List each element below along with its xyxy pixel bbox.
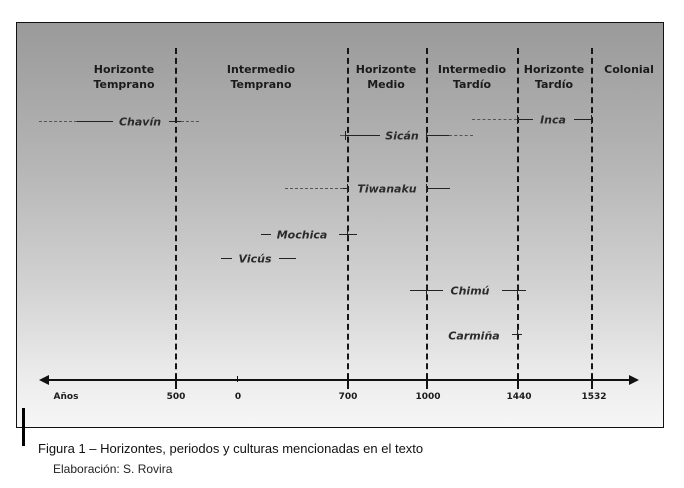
boundary-700: [347, 48, 349, 389]
chimu-range-end: [502, 290, 526, 291]
time-axis: [45, 379, 635, 381]
culture-vicus: Vicús: [238, 252, 272, 266]
axis-tick-0: [237, 376, 238, 382]
period-colonial: Colonial: [604, 62, 654, 77]
culture-sican: Sicán: [385, 129, 419, 143]
axis-tick-1000: [426, 374, 428, 385]
sican-uncertain-end: [449, 135, 473, 136]
period-label: Intermedio: [437, 63, 507, 76]
tiwanaku-700-tick: [347, 184, 348, 193]
axis-tick-label: 0: [234, 392, 242, 402]
axis-tick-label: 1440: [506, 392, 532, 402]
axis-tick-1532: [591, 374, 593, 385]
period-horizonte-tardio: Horizonte Tardío: [524, 62, 584, 92]
period-horizonte-temprano: Horizonte Temprano: [93, 62, 154, 92]
axis-tick-label: 1000: [415, 392, 441, 402]
inca-range: [517, 119, 533, 120]
inca-uncertain-start: [472, 119, 517, 120]
chavin-range: [77, 121, 113, 122]
mochica-700-tick: [347, 230, 348, 239]
culture-carmina: Carmiña: [448, 329, 500, 343]
chimu-1440-tick: [517, 286, 518, 295]
period-label: Temprano: [93, 78, 155, 91]
arrow-left-icon: [39, 375, 49, 385]
vicus-range-end: [279, 258, 296, 259]
figure-caption: Figura 1 – Horizontes, periodos y cultur…: [38, 441, 424, 456]
axis-tick-label: 1532: [581, 392, 607, 402]
period-label: Temprano: [230, 78, 292, 91]
culture-inca: Inca: [540, 113, 566, 127]
boundary-500bc: [175, 48, 177, 389]
tiwanaku-range: [343, 188, 347, 189]
culture-chavin: Chavín: [118, 115, 162, 129]
chavin-range-end: [169, 121, 181, 122]
axis-tick-500: [175, 374, 177, 385]
axis-label: Años: [53, 392, 79, 402]
sican-start-tick: [345, 131, 346, 140]
tiwanaku-range-end: [426, 188, 450, 189]
figure-credit: Elaboración: S. Rovira: [53, 462, 173, 476]
carmina-tick: [517, 330, 518, 339]
arrow-right-icon: [629, 375, 639, 385]
caption-marker: [22, 408, 25, 446]
period-label: Intermedio: [226, 63, 296, 76]
period-label: Horizonte: [355, 63, 417, 76]
mochica-range-end: [339, 234, 357, 235]
vicus-range-start: [221, 258, 232, 259]
axis-tick-label: 500: [166, 392, 186, 402]
culture-tiwanaku: Tiwanaku: [357, 182, 417, 196]
period-label: Tardío: [534, 78, 574, 91]
boundary-1000: [426, 48, 428, 389]
period-intermedio-temprano: Intermedio Temprano: [227, 62, 295, 92]
period-label: Horizonte: [93, 63, 155, 76]
chavin-uncertain-range: [39, 121, 77, 122]
axis-tick-700: [347, 374, 349, 385]
inca-1532-tick: [591, 115, 592, 124]
sican-mid-tick: [426, 131, 427, 140]
culture-mochica: Mochica: [276, 228, 328, 242]
axis-tick-1440: [517, 374, 519, 385]
boundary-1440: [517, 48, 519, 389]
chimu-1000-tick: [426, 286, 427, 295]
axis-tick-label: 700: [338, 392, 358, 402]
tiwanaku-uncertain-start: [285, 188, 343, 189]
period-label: Tardío: [452, 78, 492, 91]
inca-range-end: [574, 119, 591, 120]
period-label: Colonial: [604, 63, 654, 76]
culture-chimu: Chimú: [450, 284, 490, 298]
boundary-1532: [591, 48, 593, 389]
chavin-uncertain-end: [181, 121, 199, 122]
period-label: Horizonte: [523, 63, 585, 76]
timeline-chart: Horizonte Temprano Intermedio Temprano H…: [16, 22, 664, 428]
mochica-range-start: [261, 234, 271, 235]
sican-range-2: [427, 135, 449, 136]
period-horizonte-medio: Horizonte Medio: [356, 62, 416, 92]
period-label: Medio: [367, 78, 405, 91]
sican-uncertain-start: [340, 135, 346, 136]
sican-range: [346, 135, 380, 136]
period-intermedio-tardio: Intermedio Tardío: [438, 62, 506, 92]
